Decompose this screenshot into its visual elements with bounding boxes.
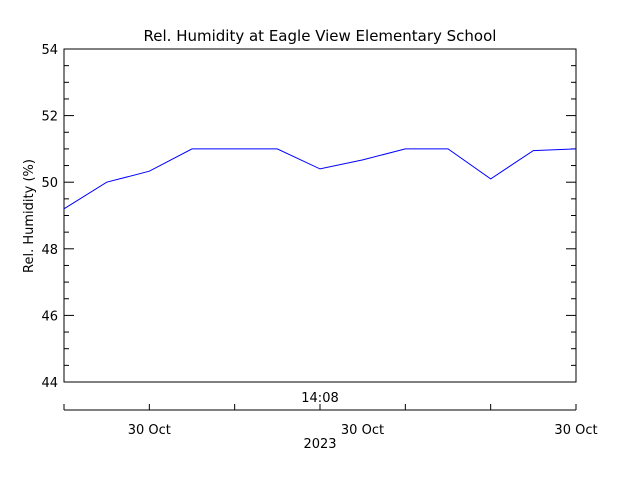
y-tick-label: 44 xyxy=(41,376,58,391)
y-axis-label: Rel. Humidity (%) xyxy=(22,159,37,273)
x-tick-label: 30 Oct xyxy=(341,423,384,438)
series-group xyxy=(63,148,577,210)
x-axis-year-label: 2023 xyxy=(303,437,336,452)
series-line xyxy=(63,148,577,210)
y-tick-label: 48 xyxy=(41,243,58,258)
y-tick-label: 54 xyxy=(41,43,58,58)
x-tick-label: 30 Oct xyxy=(554,423,597,438)
x-axis: 30 Oct 30 Oct 30 Oct xyxy=(63,404,598,438)
plot-frame xyxy=(63,48,577,383)
plot-frame-border xyxy=(63,48,577,383)
chart-title: Rel. Humidity at Eagle View Elementary S… xyxy=(144,27,497,45)
x-axis-time-label: 14:08 xyxy=(301,391,338,406)
y-tick-label: 50 xyxy=(41,176,58,191)
y-axis: 44 46 48 50 52 54 xyxy=(41,43,576,391)
y-tick-label: 52 xyxy=(41,110,58,125)
x-tick-label: 30 Oct xyxy=(128,423,171,438)
y-tick-label: 46 xyxy=(41,309,58,324)
